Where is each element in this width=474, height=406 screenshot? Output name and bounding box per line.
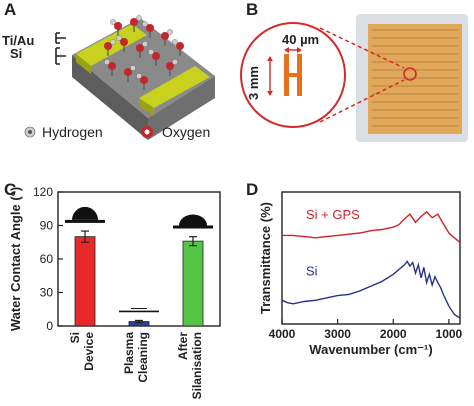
molecule <box>130 15 142 32</box>
category-label: Plasma <box>122 332 136 374</box>
zoom-line-top <box>319 27 405 69</box>
molecule <box>136 73 148 90</box>
y-tick-label: 120 <box>33 185 53 199</box>
bar <box>74 236 96 327</box>
width-arrow <box>284 47 302 53</box>
molecule <box>104 39 116 56</box>
category-label: After <box>176 332 190 360</box>
series-label: Si <box>306 264 318 279</box>
series-label: Si + GPS <box>306 207 360 222</box>
series-line <box>282 210 461 244</box>
molecule <box>161 29 173 46</box>
x-tick-label: 4000 <box>269 327 296 341</box>
category-label: Silanisation <box>190 332 204 399</box>
panel-c-label: C <box>4 180 17 199</box>
droplet-icon-flat <box>119 307 159 313</box>
y-tick-label: 90 <box>40 219 54 233</box>
electrode-pair-icon <box>284 54 302 96</box>
category-label: Cleaning <box>136 332 150 383</box>
x-tick-label: 2000 <box>380 327 407 341</box>
x-tick-label: 1000 <box>436 327 463 341</box>
molecule <box>148 49 160 66</box>
y-axis-label: Water Contact Angle (°) <box>8 187 23 331</box>
layer-bottom-label: Si <box>10 46 23 61</box>
panel-d-label: D <box>246 180 259 199</box>
series-line <box>281 260 461 319</box>
molecule <box>172 39 184 56</box>
bar <box>182 240 204 327</box>
molecule <box>104 59 116 76</box>
droplet-icon <box>173 214 213 229</box>
molecule <box>124 65 136 82</box>
hydrogen-atom-icon <box>24 126 36 138</box>
ftir-spectrum-chart: 4000 3000 2000 1000 Wavenumber (cm⁻¹) Transmi… <box>258 191 463 357</box>
x-axis-label: Wavenumber (cm⁻¹) <box>309 342 432 357</box>
height-arrow <box>267 56 273 96</box>
zoom-line-bottom <box>319 79 405 123</box>
y-tick-label: 30 <box>40 286 54 300</box>
molecule <box>136 41 148 58</box>
panel-a-label: A <box>4 0 17 19</box>
y-tick-label: 60 <box>40 252 54 266</box>
droplet-icon <box>65 206 105 223</box>
electrode-array-photo <box>240 14 468 142</box>
panel-b-label: B <box>246 0 259 19</box>
y-axis-label: Transmittance (%) <box>258 202 273 314</box>
molecule <box>166 59 178 76</box>
molecule <box>110 19 122 36</box>
oxygen-atom-icon <box>141 126 153 138</box>
y-tick-label: 0 <box>46 319 53 333</box>
legend-oxygen-label: Oxygen <box>162 124 211 140</box>
category-label: Si <box>68 332 82 343</box>
surface-molecules <box>104 15 184 90</box>
layer-top-label: Ti/Au <box>2 33 35 48</box>
scale-width-label: 40 µm <box>282 32 320 47</box>
contact-angle-chart: 0 30 60 90 120 Water Contact Angle (°) Si Devic… <box>8 185 221 399</box>
x-tick-label: 3000 <box>324 327 351 341</box>
molecule <box>116 35 128 52</box>
chip-substrate <box>368 24 462 134</box>
molecule <box>142 21 154 38</box>
legend-hydrogen-label: Hydrogen <box>42 124 103 140</box>
plot-frame <box>281 191 461 325</box>
device-schematic <box>24 15 215 140</box>
layer-brackets <box>55 32 66 65</box>
category-label: Device <box>82 332 96 371</box>
zoom-marker <box>403 67 417 81</box>
